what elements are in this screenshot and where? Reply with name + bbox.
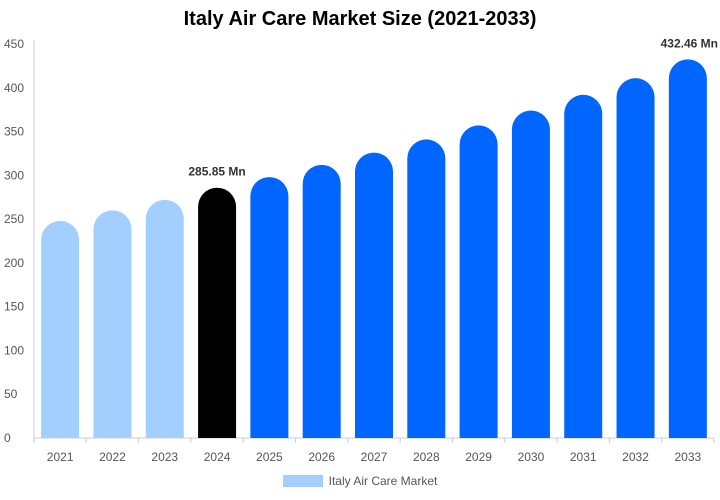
x-tick-label: 2027 (361, 450, 388, 464)
x-tick-label: 2022 (99, 450, 126, 464)
legend-swatch (282, 475, 323, 487)
y-tick-label: 250 (4, 212, 24, 226)
x-tick-label: 2021 (47, 450, 74, 464)
y-tick-label: 150 (4, 300, 24, 314)
bar-2032 (616, 78, 655, 439)
bar-2022 (93, 210, 132, 438)
x-axis: 2021 2022 2023 2024 2025 2026 2027 2028 2029 2030… (33, 437, 715, 464)
y-tick-label: 100 (4, 343, 24, 357)
bar-2033 (668, 59, 707, 439)
data-label-2033: 432.46 Mn (661, 36, 718, 50)
y-tick-label: 50 (4, 387, 18, 401)
bar-2029 (459, 125, 498, 439)
x-tick-label: 2023 (151, 450, 178, 464)
legend: Italy Air Care Market (0, 474, 720, 488)
x-tick-label: 2024 (204, 450, 231, 464)
bar-2023 (145, 199, 184, 438)
chart-title: Italy Air Care Market Size (2021-2033) (183, 8, 537, 30)
y-tick-label: 350 (4, 125, 24, 139)
x-tick-label: 2033 (674, 450, 701, 464)
y-axis: 0 50 100 150 200 250 300 350 400 450 (4, 37, 35, 445)
bars (41, 59, 707, 439)
bar-2021 (41, 220, 80, 438)
bar-2031 (564, 94, 603, 438)
data-labels: 285.85 Mn 432.46 Mn (188, 36, 718, 178)
bar-2027 (355, 152, 393, 438)
legend-label: Italy Air Care Market (328, 474, 438, 488)
y-tick-label: 200 (4, 256, 24, 270)
y-tick-label: 0 (4, 431, 11, 445)
x-tick-label: 2032 (622, 450, 649, 464)
bar-2024 (198, 187, 237, 438)
y-tick-label: 300 (4, 168, 24, 182)
bar-2025 (250, 177, 289, 438)
x-tick-label: 2026 (308, 450, 335, 464)
bar-2026 (302, 164, 341, 438)
data-label-2024: 285.85 Mn (188, 165, 245, 179)
y-tick-label: 450 (4, 37, 24, 51)
bar-2030 (511, 110, 550, 439)
bar-2028 (407, 139, 446, 439)
y-tick-label: 400 (4, 81, 24, 95)
x-tick-label: 2030 (518, 450, 545, 464)
x-tick-label: 2028 (413, 450, 440, 464)
x-tick-label: 2025 (256, 450, 283, 464)
x-tick-label: 2031 (570, 450, 597, 464)
x-tick-label: 2029 (465, 450, 492, 464)
